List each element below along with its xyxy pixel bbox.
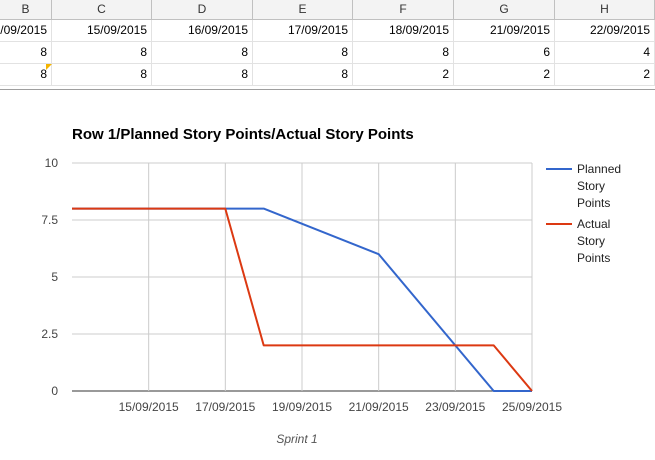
cell-h-actual[interactable]: 2: [555, 64, 655, 85]
cell-g-actual[interactable]: 2: [454, 64, 555, 85]
column-header-g[interactable]: G: [454, 0, 555, 19]
cell-c-date[interactable]: 15/09/2015: [52, 20, 152, 41]
y-tick-label: 5: [51, 270, 58, 284]
column-header-b[interactable]: B: [0, 0, 52, 19]
spreadsheet-grid: B C D E F G H /09/2015 15/09/2015 16/09/…: [0, 0, 655, 86]
cell-c-planned[interactable]: 8: [52, 42, 152, 63]
x-tick-label: 23/09/2015: [425, 400, 485, 414]
cell-h-planned[interactable]: 4: [555, 42, 655, 63]
cell-c-actual[interactable]: 8: [52, 64, 152, 85]
cell-g-date[interactable]: 21/09/2015: [454, 20, 555, 41]
column-header-row: B C D E F G H: [0, 0, 655, 20]
cell-d-planned[interactable]: 8: [152, 42, 253, 63]
planned-row: 8 8 8 8 8 6 4: [0, 42, 655, 64]
y-tick-label: 7.5: [41, 213, 58, 227]
chart-title: Row 1/Planned Story Points/Actual Story …: [72, 126, 414, 143]
y-tick-label: 10: [45, 156, 59, 170]
comment-marker[interactable]: [46, 64, 52, 70]
actual-row: 8 8 8 8 2 2 2: [0, 64, 655, 86]
cell-g-planned[interactable]: 6: [454, 42, 555, 63]
cell-h-date[interactable]: 22/09/2015: [555, 20, 655, 41]
cell-b-actual[interactable]: 8: [0, 64, 52, 85]
cell-f-actual[interactable]: 2: [353, 64, 454, 85]
x-tick-label: 25/09/2015: [502, 400, 562, 414]
x-tick-label: 19/09/2015: [272, 400, 332, 414]
column-header-h[interactable]: H: [555, 0, 655, 19]
cell-b-planned[interactable]: 8: [0, 42, 52, 63]
legend-label: Planned: [577, 162, 621, 176]
line-chart: Row 1/Planned Story Points/Actual Story …: [41, 126, 621, 446]
cell-e-date[interactable]: 17/09/2015: [253, 20, 353, 41]
cell-d-date[interactable]: 16/09/2015: [152, 20, 253, 41]
cell-b-date[interactable]: /09/2015: [0, 20, 52, 41]
x-tick-label: 15/09/2015: [119, 400, 179, 414]
cell-e-actual[interactable]: 8: [253, 64, 353, 85]
legend-label: Story: [577, 179, 605, 193]
y-tick-label: 2.5: [41, 327, 58, 341]
cell-f-planned[interactable]: 8: [353, 42, 454, 63]
cell-d-actual[interactable]: 8: [152, 64, 253, 85]
series-line-actual: [72, 207, 533, 392]
column-header-e[interactable]: E: [253, 0, 353, 19]
x-tick-label: 21/09/2015: [349, 400, 409, 414]
legend-label: Actual: [577, 217, 610, 231]
x-axis-title: Sprint 1: [276, 432, 317, 446]
embedded-chart[interactable]: Row 1/Planned Story Points/Actual Story …: [0, 89, 655, 455]
column-header-f[interactable]: F: [353, 0, 454, 19]
x-tick-label: 17/09/2015: [195, 400, 255, 414]
cell-e-planned[interactable]: 8: [253, 42, 353, 63]
column-header-d[interactable]: D: [152, 0, 253, 19]
cell-f-date[interactable]: 18/09/2015: [353, 20, 454, 41]
legend-label: Points: [577, 251, 610, 265]
column-header-c[interactable]: C: [52, 0, 152, 19]
date-row: /09/2015 15/09/2015 16/09/2015 17/09/201…: [0, 20, 655, 42]
legend-label: Points: [577, 196, 610, 210]
y-tick-label: 0: [51, 384, 58, 398]
legend-label: Story: [577, 234, 605, 248]
